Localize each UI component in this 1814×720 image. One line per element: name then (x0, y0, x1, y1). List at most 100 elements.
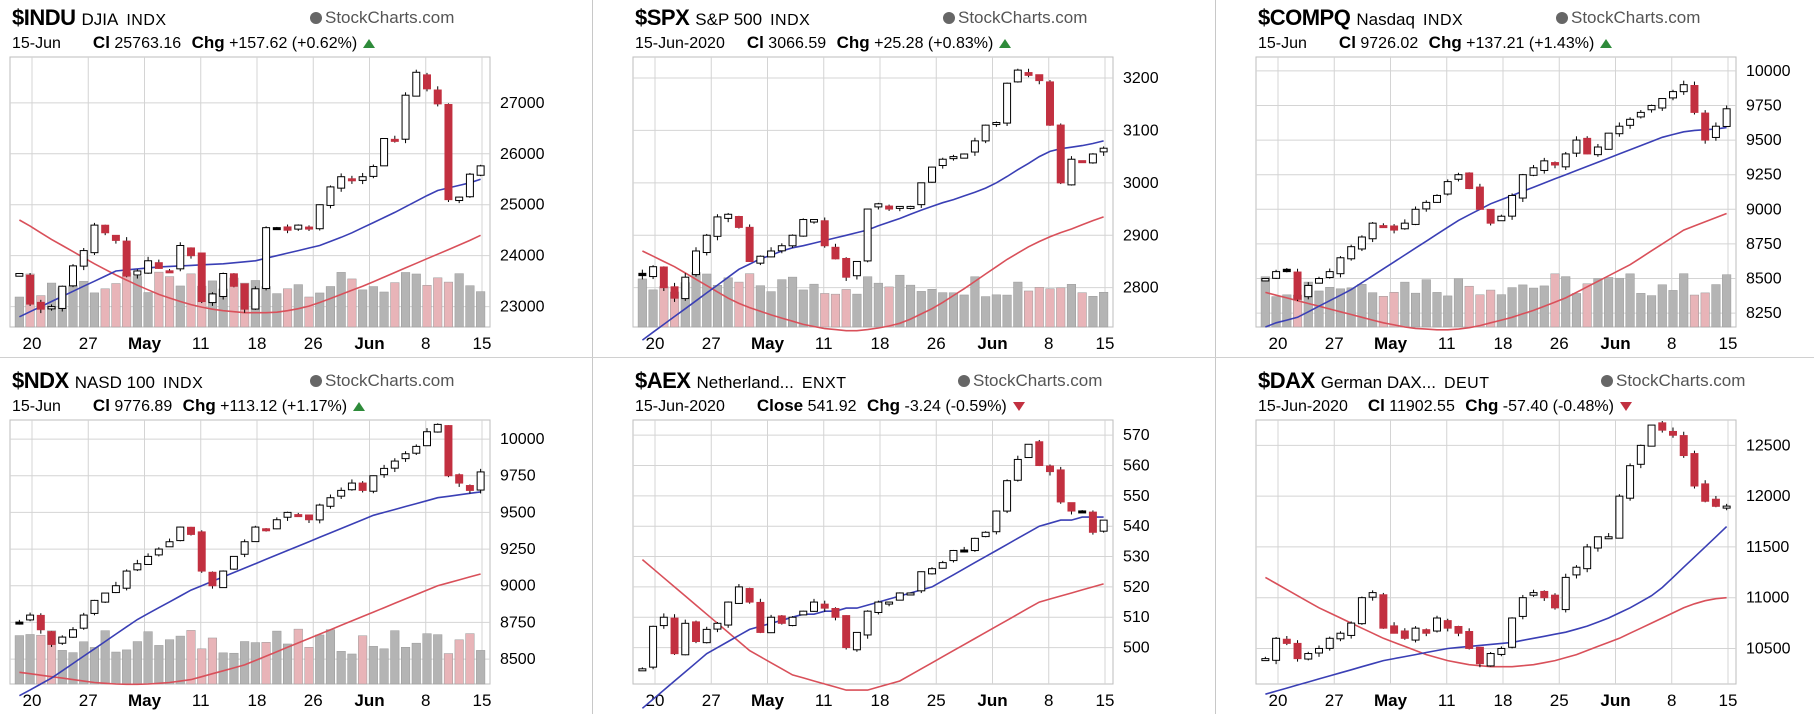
candle-body (1024, 443, 1033, 459)
candle-body (1636, 111, 1645, 118)
candle-body (465, 485, 474, 491)
chart-panel-ndx[interactable]: $NDX NASD 100 INDX StockCharts.com 15-Jun C… (0, 363, 592, 720)
brand-label[interactable]: StockCharts.com (1601, 371, 1745, 391)
close-value: 9776.89 (114, 398, 173, 415)
brand-label[interactable]: StockCharts.com (958, 371, 1102, 391)
volume-bar (884, 286, 894, 328)
x-tick-label: 8 (421, 334, 430, 353)
x-tick-label: Jun (354, 334, 384, 353)
candle-body (326, 497, 335, 507)
x-tick-label: 11 (1438, 334, 1456, 353)
brand-label[interactable]: StockCharts.com (310, 371, 454, 391)
candle-body (1325, 637, 1334, 649)
candle-body (756, 601, 765, 633)
candle-body (949, 156, 958, 160)
candle-body (1636, 444, 1645, 465)
plot-frame (1255, 56, 1737, 328)
chart-panel-spx[interactable]: $SPX S&P 500 INDX StockCharts.com 15-Jun-2… (623, 0, 1215, 357)
y-tick-label: 530 (1123, 549, 1150, 566)
candle-body (810, 601, 818, 612)
volume-bar (948, 292, 958, 328)
volume-bar (1271, 296, 1281, 328)
candle-body (1304, 653, 1313, 660)
chart-panel-aex[interactable]: $AEX Netherland... ENXT StockCharts.com 15… (623, 363, 1215, 720)
symbol[interactable]: $INDU (12, 5, 76, 30)
candle-body (981, 531, 990, 538)
brand-label[interactable]: StockCharts.com (1556, 8, 1700, 28)
chg-label: Chg (1465, 396, 1499, 415)
chart-panel-dax[interactable]: $DAX German DAX... DEUT StockCharts.com 15… (1246, 363, 1814, 720)
symbol[interactable]: $NDX (12, 368, 69, 393)
candlestick-chart[interactable]: 8500 8750 9000 9250 9500 9750 10000 20 27 May 11 18… (0, 418, 592, 714)
candlestick-chart[interactable]: 500 510 520 530 540 550 560 570 20 27 May 11 18 25 Jun… (623, 418, 1215, 714)
candle-body (799, 219, 808, 237)
volume-bar (443, 653, 453, 685)
candle-body (412, 445, 421, 454)
volume-bar (14, 296, 24, 328)
candle-body (724, 213, 733, 219)
date: 15-Jun-2020 (635, 398, 725, 415)
candlestick-chart[interactable]: 8250 8500 8750 9000 9250 9500 9750 10000 20 27 May… (1246, 55, 1814, 357)
candle-body (26, 614, 35, 621)
ma-short-line (641, 516, 1104, 709)
y-tick-label: 9250 (500, 541, 536, 558)
volume-bar (1614, 277, 1624, 328)
chart-panel-compq[interactable]: $COMPQ Nasdaq INDX StockCharts.com 15-Jun C… (1246, 0, 1814, 357)
candle-body (1315, 647, 1323, 654)
x-tick-label: 26 (927, 334, 946, 353)
x-tick-label: 18 (1494, 334, 1513, 353)
symbol[interactable]: $AEX (635, 368, 691, 393)
symbol[interactable]: $SPX (635, 5, 690, 30)
volume-bar (745, 273, 755, 328)
candle-body (1035, 441, 1044, 467)
volume-bar (1389, 291, 1399, 328)
candle-body (79, 250, 88, 267)
candle-body (863, 208, 872, 262)
candle-body (1379, 225, 1388, 229)
exchange: INDX (163, 375, 204, 392)
chg-label: Chg (1428, 33, 1462, 52)
y-tick-label: 9500 (500, 504, 536, 521)
candle-body (1658, 422, 1667, 431)
candle-body (659, 266, 668, 289)
candle-body (358, 176, 367, 181)
candlestick-chart[interactable]: 2800 2900 3000 3100 3200 20 27 May 11 18 26 Jun 8 15 (623, 55, 1215, 357)
chart-panel-indu[interactable]: $INDU DJIA INDX StockCharts.com 15-Jun Cl 2… (0, 0, 592, 357)
candle-body (1368, 222, 1377, 240)
copyright-icon (943, 12, 955, 24)
candle-body (1304, 284, 1313, 298)
y-tick-label: 8750 (1746, 236, 1782, 253)
candle-body (1615, 125, 1624, 135)
candlestick-chart[interactable]: 23000 24000 25000 26000 27000 20 27 May 11 18 26 Ju… (0, 55, 592, 357)
symbol[interactable]: $COMPQ (1258, 5, 1351, 30)
candle-body (251, 288, 260, 310)
candle-body (692, 621, 700, 643)
candle-body (863, 610, 872, 636)
x-tick-label: Jun (977, 334, 1007, 353)
candle-body (1347, 622, 1356, 636)
volume-bar (755, 285, 765, 328)
exchange: ENXT (801, 375, 847, 392)
brand-label[interactable]: StockCharts.com (943, 8, 1087, 28)
candle-body (26, 274, 35, 305)
candle-body (777, 245, 786, 252)
y-tick-label: 510 (1123, 609, 1150, 626)
candle-body (874, 203, 883, 208)
brand-label[interactable]: StockCharts.com (310, 8, 454, 28)
x-tick-label: 25 (927, 691, 946, 710)
volume-bar (1335, 288, 1345, 328)
x-tick-label: 11 (192, 691, 210, 710)
candle-body (1626, 465, 1635, 499)
volume-bar (1056, 287, 1066, 328)
candle-body (1679, 435, 1688, 457)
volume-bar (1400, 281, 1410, 328)
candle-body (90, 224, 99, 254)
copyright-icon (1601, 375, 1613, 387)
candle-body (1540, 590, 1549, 599)
candle-body (423, 74, 431, 90)
candlestick-chart[interactable]: 10500 11000 11500 12000 12500 20 27 May 11 18 25 Ju… (1246, 418, 1814, 714)
symbol[interactable]: $DAX (1258, 368, 1315, 393)
x-tick-label: 11 (192, 334, 210, 353)
volume-bar (336, 651, 346, 685)
y-tick-label: 500 (1123, 640, 1150, 657)
